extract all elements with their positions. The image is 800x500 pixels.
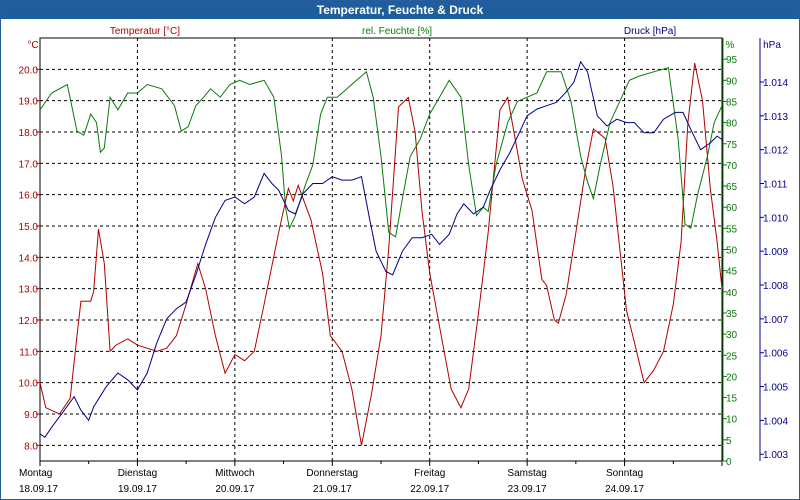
temperature-tick-label: 8.0 xyxy=(24,441,38,452)
temperature-tick-label: 15.0 xyxy=(19,222,39,233)
date-label: 24.09.17 xyxy=(605,484,644,495)
series-line-left xyxy=(39,62,723,446)
temperature-tick-label: 11.0 xyxy=(19,347,38,358)
humidity-tick-label: 80 xyxy=(726,119,738,130)
series-line-middle xyxy=(39,66,723,238)
date-label: 23.09.17 xyxy=(508,484,547,495)
date-label: 18.09.17 xyxy=(19,484,58,495)
day-label: Mittwoch xyxy=(215,468,254,479)
date-label: 20.09.17 xyxy=(215,484,254,495)
humidity-tick-label: 10 xyxy=(726,415,738,426)
humidity-tick-label: 45 xyxy=(726,267,738,278)
pressure-tick-label: 1.005 xyxy=(763,383,788,394)
temperature-tick-label: 16.0 xyxy=(19,191,39,202)
humidity-tick-label: 25 xyxy=(726,351,738,362)
pressure-tick-label: 1.008 xyxy=(763,281,788,292)
unit-label-pressure: hPa xyxy=(763,40,781,51)
temperature-tick-label: 14.0 xyxy=(19,253,39,264)
pressure-tick-label: 1.012 xyxy=(763,146,788,157)
pressure-tick-label: 1.007 xyxy=(763,315,788,326)
temperature-tick-label: 9.0 xyxy=(24,410,38,421)
pressure-tick-label: 1.003 xyxy=(763,450,788,461)
humidity-tick-label: 85 xyxy=(726,97,738,108)
temperature-tick-label: 18.0 xyxy=(19,128,39,139)
temperature-tick-label: 20.0 xyxy=(19,65,39,76)
tick-labels: 8.0 9.0 10.0 11.0 12.0 13.0 14.0 15.0 16.0 17.0 18… xyxy=(19,55,789,495)
humidity-tick-label: 50 xyxy=(726,246,738,257)
day-label: Donnerstag xyxy=(306,468,358,479)
humidity-tick-label: 95 xyxy=(726,55,738,66)
humidity-tick-label: 30 xyxy=(726,330,738,341)
day-label: Sonntag xyxy=(606,468,643,479)
temperature-tick-label: 10.0 xyxy=(19,379,39,390)
series-line-right xyxy=(39,60,723,438)
pressure-tick-label: 1.009 xyxy=(763,247,788,258)
humidity-tick-label: 15 xyxy=(726,394,738,405)
legend-pressure: Druck [hPa] xyxy=(624,26,676,37)
pressure-tick-label: 1.010 xyxy=(763,213,788,224)
temperature-tick-label: 12.0 xyxy=(19,316,39,327)
axes xyxy=(36,38,764,466)
humidity-tick-label: 65 xyxy=(726,182,738,193)
pressure-tick-label: 1.004 xyxy=(763,416,788,427)
day-label: Montag xyxy=(19,468,52,479)
pressure-tick-label: 1.014 xyxy=(763,78,788,89)
temperature-tick-label: 19.0 xyxy=(19,97,39,108)
humidity-tick-label: 20 xyxy=(726,372,738,383)
day-label: Samstag xyxy=(507,468,546,479)
humidity-tick-label: 90 xyxy=(726,76,738,87)
humidity-tick-label: 55 xyxy=(726,224,738,235)
pressure-tick-label: 1.011 xyxy=(763,180,788,191)
humidity-tick-label: 70 xyxy=(726,161,738,172)
unit-label-temperature: °C xyxy=(27,40,38,51)
temperature-tick-label: 13.0 xyxy=(19,285,39,296)
day-label: Freitag xyxy=(414,468,445,479)
date-label: 22.09.17 xyxy=(410,484,449,495)
legend: Temperatur [°C] rel. Feuchte [%] Druck [… xyxy=(27,26,781,51)
temperature-tick-label: 17.0 xyxy=(19,159,39,170)
humidity-tick-label: 75 xyxy=(726,140,738,151)
pressure-tick-label: 1.013 xyxy=(763,112,788,123)
legend-temperature: Temperatur [°C] xyxy=(110,26,180,37)
day-label: Dienstag xyxy=(118,468,157,479)
window-title: Temperatur, Feuchte & Druck xyxy=(1,1,799,19)
unit-label-humidity: % xyxy=(726,40,735,51)
humidity-tick-label: 60 xyxy=(726,203,738,214)
date-label: 21.09.17 xyxy=(313,484,352,495)
humidity-tick-label: 0 xyxy=(726,457,732,468)
legend-humidity: rel. Feuchte [%] xyxy=(362,26,432,37)
humidity-tick-label: 5 xyxy=(726,436,732,447)
series-lines xyxy=(39,60,723,446)
humidity-tick-label: 35 xyxy=(726,309,738,320)
pressure-tick-label: 1.006 xyxy=(763,349,788,360)
date-label: 19.09.17 xyxy=(118,484,157,495)
humidity-tick-label: 40 xyxy=(726,288,738,299)
